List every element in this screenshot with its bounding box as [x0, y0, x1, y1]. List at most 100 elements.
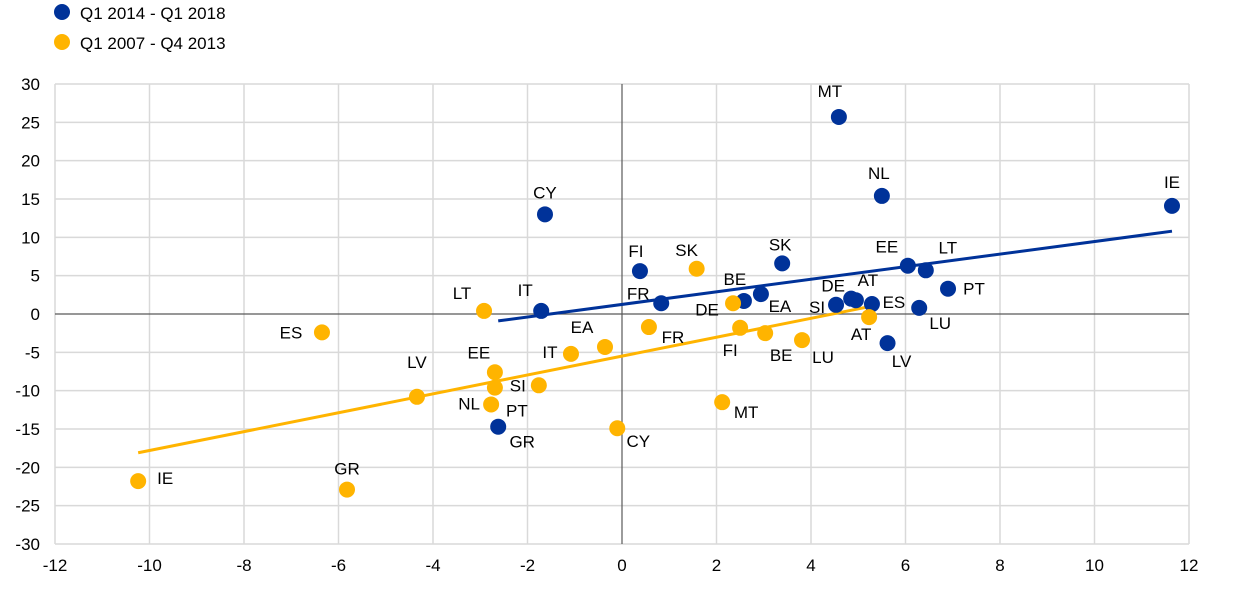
point-at-series-0	[847, 292, 864, 309]
point-fi-series-1	[732, 319, 749, 336]
point-label-mt-series-0: MT	[818, 82, 843, 101]
x-tick-label: 12	[1180, 556, 1199, 575]
y-tick-label: 20	[21, 152, 40, 171]
point-label-fr-series-0: FR	[627, 284, 650, 303]
point-label-de-series-0: DE	[821, 277, 845, 296]
x-tick-label: 6	[901, 556, 910, 575]
point-ea-series-1	[596, 338, 613, 355]
y-tick-label: 25	[21, 113, 40, 132]
point-lv-series-1	[408, 388, 425, 405]
tick-labels: -12 -10 -8 -6 -4 -2 0 2 4 6 8 10 12302520151050-5-10…	[15, 75, 1198, 575]
point-be-series-1	[757, 325, 774, 342]
point-label-gr-series-1: GR	[334, 460, 360, 479]
data-points	[130, 108, 1180, 498]
legend-label-series-1: Q1 2007 - Q4 2013	[80, 34, 226, 53]
point-mt-series-1	[714, 394, 731, 411]
legend-marker-series-1	[54, 34, 70, 50]
point-fi-series-0	[631, 263, 648, 280]
point-lv-series-0	[879, 335, 896, 352]
point-label-si-series-1: SI	[510, 376, 526, 395]
point-ee-series-1	[486, 364, 503, 381]
point-label-at-series-0: AT	[858, 271, 878, 290]
point-label-fi-series-0: FI	[628, 242, 643, 261]
point-label-cy-series-1: CY	[626, 432, 650, 451]
point-nl-series-0	[873, 187, 890, 204]
point-lu-series-0	[911, 299, 928, 316]
point-mt-series-0	[830, 108, 847, 125]
point-it-series-0	[533, 302, 550, 319]
y-tick-label: -5	[25, 343, 40, 362]
point-ee-series-0	[899, 257, 916, 274]
point-label-ea-series-1: EA	[571, 318, 594, 337]
x-tick-label: 4	[806, 556, 815, 575]
point-fr-series-1	[640, 319, 657, 336]
point-si-series-0	[828, 296, 845, 313]
point-pt-series-1	[486, 379, 503, 396]
point-lt-series-0	[917, 262, 934, 279]
trendlines	[137, 229, 1173, 455]
point-sk-series-1	[688, 260, 705, 277]
y-tick-label: 30	[21, 75, 40, 94]
point-label-lt-series-0: LT	[939, 238, 958, 257]
y-tick-label: 15	[21, 190, 40, 209]
point-cy-series-0	[536, 206, 553, 223]
point-label-es-series-1: ES	[280, 323, 303, 342]
point-label-lt-series-1: LT	[453, 284, 472, 303]
point-label-at-series-1: AT	[851, 325, 871, 344]
x-tick-label: 2	[712, 556, 721, 575]
point-ea-series-0	[752, 286, 769, 303]
point-label-be-series-1: BE	[770, 346, 793, 365]
point-label-pt-series-0: PT	[963, 280, 985, 299]
y-tick-label: -20	[15, 458, 40, 477]
point-label-de-series-1: DE	[695, 300, 719, 319]
point-label-lu-series-1: LU	[812, 348, 834, 367]
point-label-it-series-0: IT	[518, 281, 533, 300]
point-label-nl-series-1: NL	[458, 394, 480, 413]
axes	[55, 84, 1189, 544]
point-label-sk-series-1: SK	[675, 241, 698, 260]
point-label-it-series-1: IT	[542, 343, 557, 362]
x-tick-label: 8	[995, 556, 1004, 575]
x-tick-label: -12	[43, 556, 68, 575]
point-label-fi-series-1: FI	[723, 341, 738, 360]
trendline-series-1	[137, 304, 872, 455]
y-tick-label: 5	[31, 267, 40, 286]
point-label-nl-series-0: NL	[868, 164, 890, 183]
x-tick-label: -2	[520, 556, 535, 575]
legend-label-series-0: Q1 2014 - Q1 2018	[80, 4, 226, 23]
point-labels: MT NL IE CY FI SK EE LT PT IT FR BE EA SI DE AT ES LU LV GR…	[157, 82, 1180, 488]
point-lt-series-1	[476, 302, 493, 319]
x-tick-label: -8	[236, 556, 251, 575]
point-label-fr-series-1: FR	[662, 328, 685, 347]
point-label-be-series-0: BE	[724, 270, 747, 289]
point-cy-series-1	[609, 420, 626, 437]
point-ie-series-0	[1163, 197, 1180, 214]
point-label-lv-series-0: LV	[892, 352, 912, 371]
point-label-cy-series-0: CY	[533, 183, 557, 202]
point-label-mt-series-1: MT	[734, 403, 759, 422]
y-tick-label: 10	[21, 228, 40, 247]
x-tick-label: -6	[331, 556, 346, 575]
point-label-ea-series-0: EA	[769, 297, 792, 316]
point-label-si-series-0: SI	[809, 298, 825, 317]
point-label-pt-series-1: PT	[506, 402, 528, 421]
point-label-ee-series-1: EE	[468, 343, 491, 362]
x-tick-label: 0	[617, 556, 626, 575]
point-pt-series-0	[940, 280, 957, 297]
point-it-series-1	[562, 345, 579, 362]
x-tick-label: -4	[425, 556, 440, 575]
point-label-ee-series-0: EE	[876, 238, 899, 257]
point-de-series-1	[725, 295, 742, 312]
point-es-series-1	[313, 324, 330, 341]
point-label-lu-series-0: LU	[929, 314, 951, 333]
point-gr-series-0	[490, 418, 507, 435]
y-tick-label: -10	[15, 382, 40, 401]
point-at-series-1	[861, 309, 878, 326]
y-tick-label: -25	[15, 497, 40, 516]
point-nl-series-1	[483, 396, 500, 413]
x-tick-label: 10	[1085, 556, 1104, 575]
point-label-ie-series-0: IE	[1164, 173, 1180, 192]
point-label-lv-series-1: LV	[407, 353, 427, 372]
point-label-sk-series-0: SK	[769, 235, 792, 254]
